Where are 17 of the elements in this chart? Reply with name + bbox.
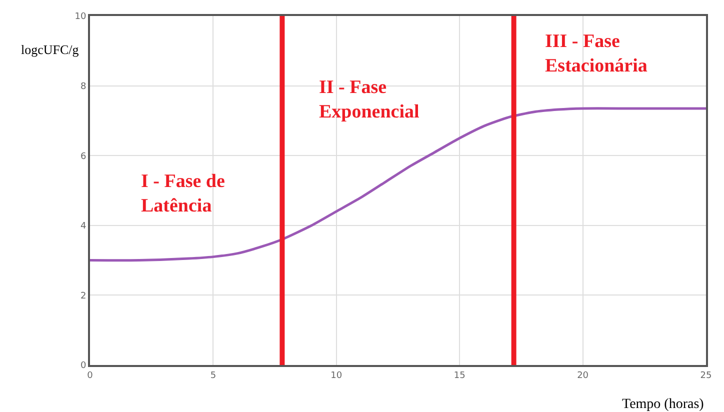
y-tick-label: 0 <box>80 361 86 372</box>
x-tick-label: 25 <box>700 370 712 381</box>
y-tick-label: 4 <box>80 222 86 232</box>
x-tick-label: 5 <box>210 370 216 381</box>
y-tick-label: 8 <box>80 82 86 92</box>
x-tick-label: 10 <box>330 370 342 381</box>
x-tick-label: 20 <box>577 370 589 381</box>
annotation: II - Fase Exponencial <box>319 77 420 123</box>
annotation: I - Fase de Latência <box>141 171 225 217</box>
y-axis-title: logcUFC/g <box>21 42 80 57</box>
annotation: III - Fase Estacionária <box>545 31 648 77</box>
x-tick-label: 0 <box>87 370 94 381</box>
y-tick-label: 10 <box>74 12 86 22</box>
y-tick-label: 6 <box>80 152 86 162</box>
x-axis-title: Tempo (horas) <box>622 397 704 412</box>
x-tick-label: 15 <box>454 370 466 381</box>
y-tick-label: 2 <box>80 291 86 302</box>
